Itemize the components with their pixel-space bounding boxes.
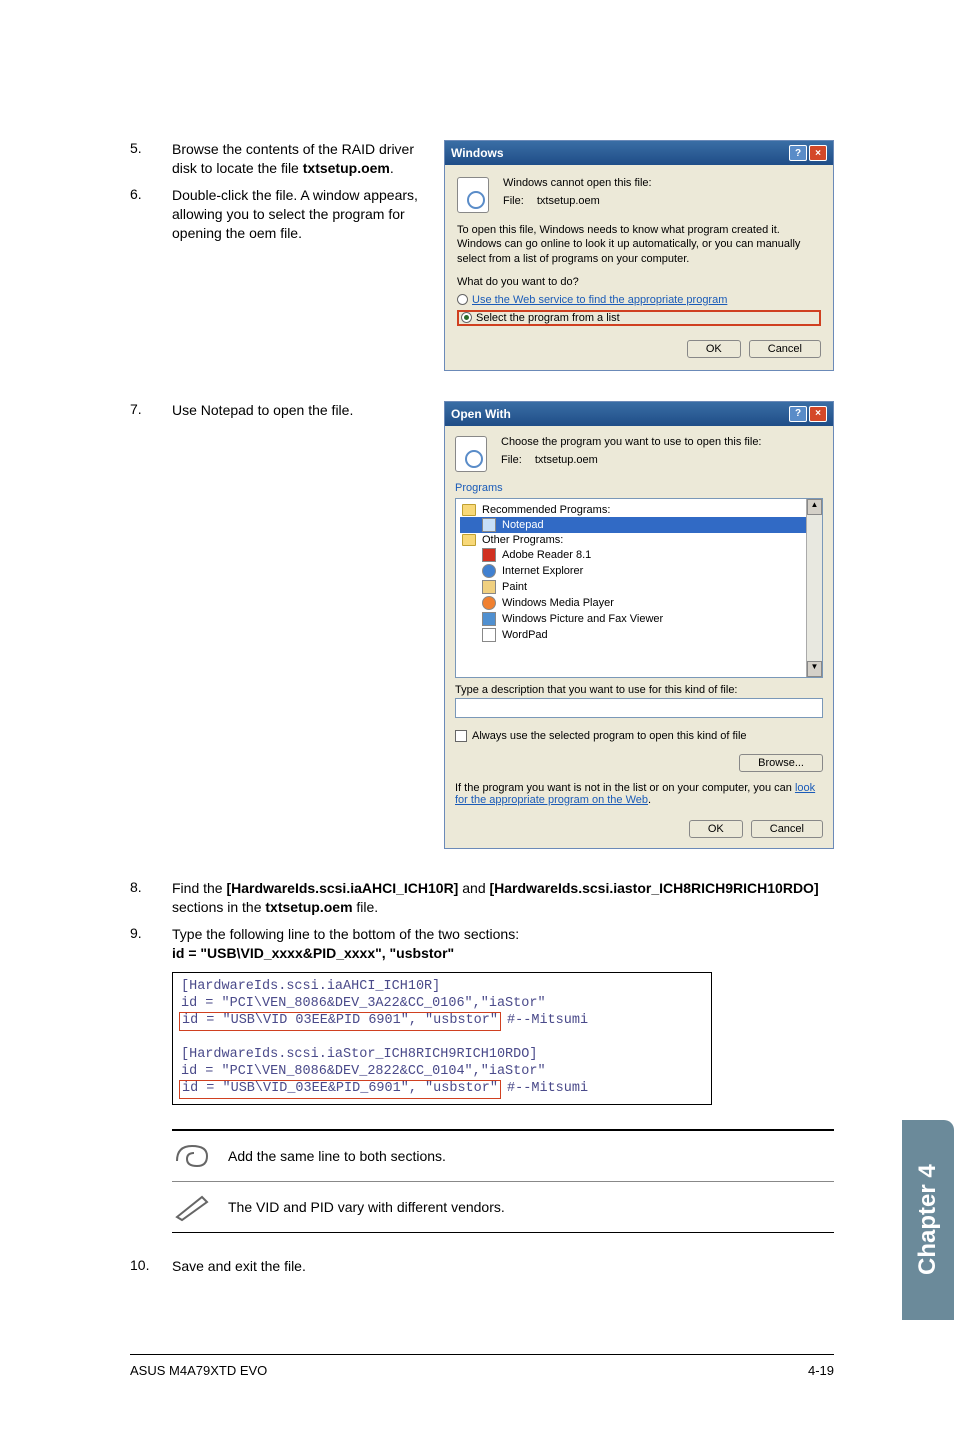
code-block: [HardwareIds.scsi.iaAHCI_ICH10R] id = "P… <box>172 972 712 1104</box>
note-row: The VID and PID vary with different vend… <box>172 1182 834 1232</box>
help-icon[interactable]: ? <box>789 145 807 161</box>
file-icon <box>455 436 487 472</box>
notepad-icon <box>482 518 496 532</box>
step-5: 5. Browse the contents of the RAID drive… <box>130 140 424 178</box>
list-item: Other Programs: <box>460 533 818 547</box>
step-text: Save and exit the file. <box>172 1257 834 1276</box>
step-text: Type the following line to the bottom of… <box>172 925 834 963</box>
type-desc-label: Type a description that you want to use … <box>455 684 823 696</box>
checkbox-icon <box>455 730 467 742</box>
cancel-button[interactable]: Cancel <box>749 340 821 358</box>
file-icon <box>457 177 489 213</box>
step-num: 6. <box>130 186 172 243</box>
step-text: Find the [HardwareIds.scsi.iaAHCI_ICH10R… <box>172 879 834 917</box>
list-item-notepad[interactable]: Notepad <box>460 517 818 533</box>
close-icon[interactable]: × <box>809 406 827 422</box>
programs-list[interactable]: Recommended Programs: Notepad Other Prog… <box>455 498 823 678</box>
open-with-dialog: Open With ? × Choose the program you wan… <box>444 401 834 849</box>
chevron-up-icon[interactable]: ▲ <box>807 499 822 515</box>
step-6: 6. Double-click the file. A window appea… <box>130 186 424 243</box>
highlighted-code: id = "USB\VID_03EE&PID_6901", "usbstor" <box>179 1080 501 1099</box>
footer-right: 4-19 <box>808 1363 834 1378</box>
dialog-titlebar: Windows ? × <box>445 141 833 165</box>
list-item[interactable]: Paint <box>460 579 818 595</box>
always-use-checkbox[interactable]: Always use the selected program to open … <box>455 730 823 742</box>
step-10: 10. Save and exit the file. <box>130 1257 834 1276</box>
help-icon[interactable]: ? <box>789 406 807 422</box>
ok-button[interactable]: OK <box>689 820 743 838</box>
step-text: Double-click the file. A window appears,… <box>172 186 424 243</box>
scrollbar[interactable]: ▲ ▼ <box>806 499 822 677</box>
folder-icon <box>462 534 476 546</box>
wordpad-icon <box>482 628 496 642</box>
wmp-icon <box>482 596 496 610</box>
paperclip-icon <box>172 1141 212 1171</box>
windows-dialog: Windows ? × Windows cannot open this fil… <box>444 140 834 371</box>
file-name: txtsetup.oem <box>535 454 598 466</box>
dialog-description: To open this file, Windows needs to know… <box>457 223 821 266</box>
cancel-button[interactable]: Cancel <box>751 820 823 838</box>
radio-select-from-list[interactable]: Select the program from a list <box>457 310 821 326</box>
programs-label: Programs <box>455 482 823 494</box>
ok-button[interactable]: OK <box>687 340 741 358</box>
step-num: 8. <box>130 879 172 917</box>
highlighted-code: id = "USB\VID 03EE&PID 6901", "usbstor" <box>179 1012 501 1031</box>
step-num: 9. <box>130 925 172 963</box>
footer-left: ASUS M4A79XTD EVO <box>130 1363 267 1378</box>
list-item[interactable]: Internet Explorer <box>460 563 818 579</box>
list-item[interactable]: Adobe Reader 8.1 <box>460 547 818 563</box>
radio-icon <box>461 312 472 323</box>
chevron-down-icon[interactable]: ▼ <box>807 661 822 677</box>
list-item[interactable]: Windows Picture and Fax Viewer <box>460 611 818 627</box>
pen-icon <box>172 1192 212 1222</box>
step-7: 7. Use Notepad to open the file. <box>130 401 424 420</box>
hint-text: If the program you want is not in the li… <box>455 782 795 794</box>
file-label: File: <box>501 454 522 466</box>
dialog-title: Windows <box>451 146 504 160</box>
page-footer: ASUS M4A79XTD EVO 4-19 <box>130 1354 834 1378</box>
cannot-open-label: Windows cannot open this file: <box>503 177 652 189</box>
step-num: 7. <box>130 401 172 420</box>
chapter-tab: Chapter 4 <box>902 1120 954 1320</box>
folder-icon <box>462 504 476 516</box>
step-num: 10. <box>130 1257 172 1276</box>
note-row: Add the same line to both sections. <box>172 1131 834 1182</box>
dialog-title: Open With <box>451 407 511 421</box>
step-9: 9. Type the following line to the bottom… <box>130 925 834 963</box>
adobe-icon <box>482 548 496 562</box>
file-name: txtsetup.oem <box>537 195 600 207</box>
ie-icon <box>482 564 496 578</box>
browse-button[interactable]: Browse... <box>739 754 823 772</box>
file-label: File: <box>503 195 524 207</box>
list-item: Recommended Programs: <box>460 503 818 517</box>
choose-label: Choose the program you want to use to op… <box>501 436 762 448</box>
note-text: The VID and PID vary with different vend… <box>228 1199 505 1215</box>
fax-icon <box>482 612 496 626</box>
note-text: Add the same line to both sections. <box>228 1148 446 1164</box>
paint-icon <box>482 580 496 594</box>
list-item[interactable]: Windows Media Player <box>460 595 818 611</box>
radio-icon <box>457 294 468 305</box>
dialog-titlebar: Open With ? × <box>445 402 833 426</box>
step-text: Browse the contents of the RAID driver d… <box>172 140 424 178</box>
list-item[interactable]: WordPad <box>460 627 818 643</box>
step-8: 8. Find the [HardwareIds.scsi.iaAHCI_ICH… <box>130 879 834 917</box>
close-icon[interactable]: × <box>809 145 827 161</box>
radio-web-service[interactable]: Use the Web service to find the appropri… <box>457 292 821 308</box>
notes-section: Add the same line to both sections. The … <box>172 1129 834 1233</box>
step-num: 5. <box>130 140 172 178</box>
description-input[interactable] <box>455 698 823 718</box>
step-text: Use Notepad to open the file. <box>172 401 424 420</box>
what-do-label: What do you want to do? <box>457 276 821 288</box>
